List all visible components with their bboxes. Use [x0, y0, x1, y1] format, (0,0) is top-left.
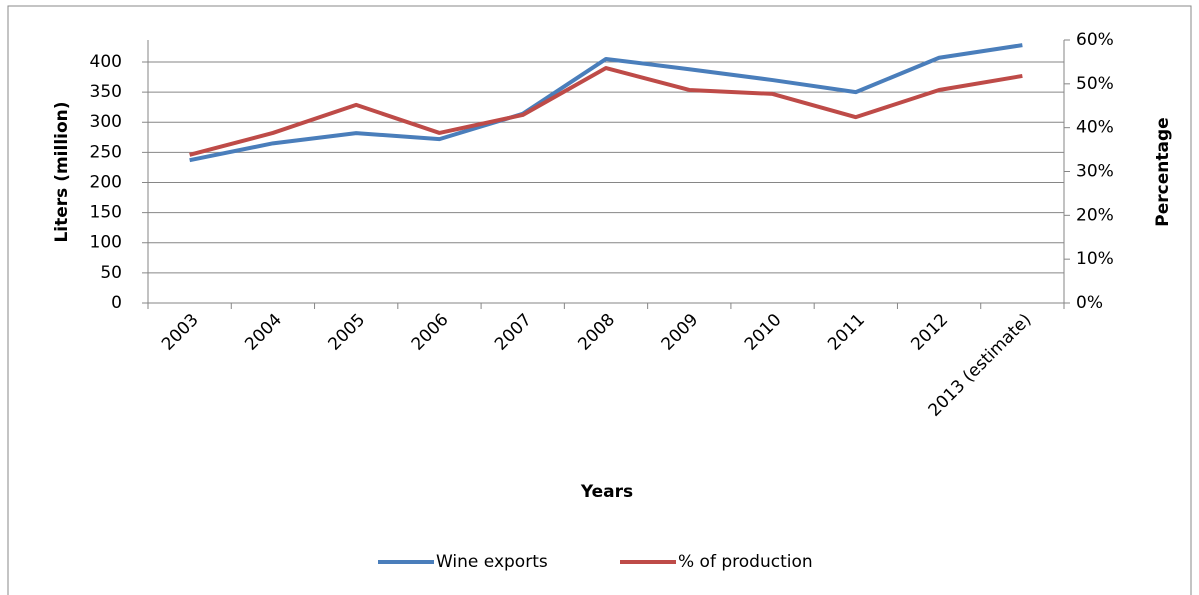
y-axis-title: Liters (million) — [52, 101, 72, 242]
legend-label: Wine exports — [436, 552, 548, 572]
y-tick-label: 400 — [90, 52, 122, 72]
y-tick-label: 50 — [100, 263, 122, 283]
y-tick-label: 200 — [90, 172, 122, 192]
y-tick-label: 350 — [90, 82, 122, 102]
x-axis-title: Years — [580, 482, 633, 502]
y2-tick-label: 0% — [1076, 293, 1103, 313]
y-tick-label: 150 — [90, 203, 122, 223]
y2-tick-label: 10% — [1076, 249, 1114, 269]
y2-tick-label: 30% — [1076, 162, 1114, 182]
y2-axis-title: Percentage — [1153, 117, 1173, 226]
y2-tick-label: 60% — [1076, 30, 1114, 50]
line-series — [189, 43, 1023, 163]
y-tick-label: 300 — [90, 112, 122, 132]
chart-frame — [7, 5, 1192, 595]
y-tick-label: 0 — [111, 293, 122, 313]
y-tick-label: 100 — [90, 233, 122, 253]
y2-tick-label: 40% — [1076, 118, 1114, 138]
y2-tick-label: 20% — [1076, 205, 1114, 225]
line-series — [189, 66, 1023, 157]
y-tick-label: 250 — [90, 142, 122, 162]
y2-tick-label: 50% — [1076, 74, 1114, 94]
legend-label: % of production — [678, 552, 813, 572]
